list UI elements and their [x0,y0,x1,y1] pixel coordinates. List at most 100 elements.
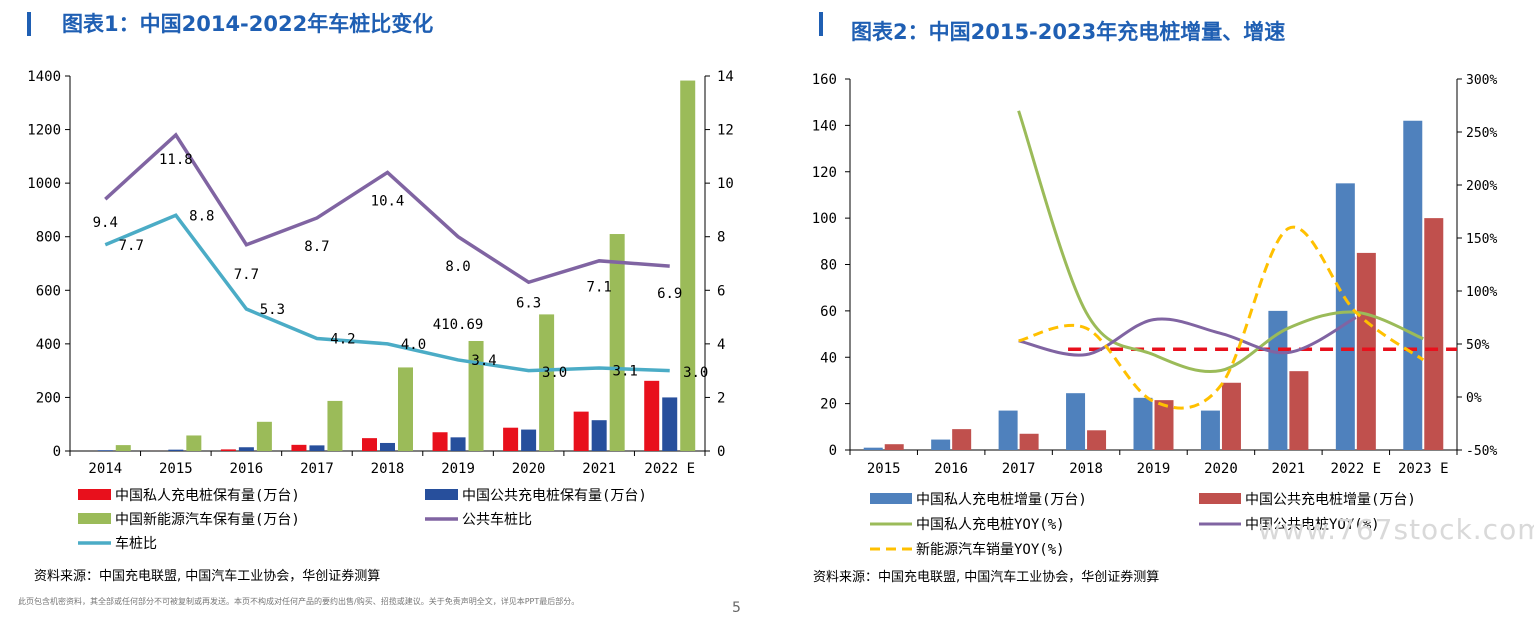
data-label: 7.7 [119,238,144,254]
bar [1289,371,1309,450]
right-chart-title: 图表2：中国2015-2023年充电桩增量、增速 [851,20,1286,44]
bar [398,367,413,451]
legend-swatch [1199,493,1241,504]
y2-tick-label: 2 [717,390,725,406]
watermark: www.767stock.com [1258,513,1534,546]
data-label: 4.2 [330,332,355,348]
bar [539,314,555,451]
bar [1087,430,1107,450]
x-tick-label: 2019 [1137,461,1171,477]
data-label: 3.0 [683,365,708,381]
data-label: 5.3 [260,302,285,318]
data-label: 8.7 [304,239,329,255]
legend-label: 中国公共电桩YOY(%) [1245,516,1380,533]
x-tick-label: 2017 [1002,461,1036,477]
right-chart-svg: 0 20 40 60 80 100 120 140 160 -50% 0% 50% 100% 150% 20… [812,72,1498,558]
data-label: 10.4 [371,194,405,210]
y2-tick-label: 200% [1466,179,1497,194]
bar [1200,410,1220,450]
bar [238,447,254,451]
legend-label: 中国私人充电桩增量(万台) [916,491,1087,508]
title-accent-bar [819,12,823,36]
bar [1221,382,1241,450]
bar [609,234,625,451]
bar [503,427,519,451]
x-tick-label: 2023 E [1398,461,1449,477]
y-tick-label: 120 [812,165,837,181]
x-tick-label: 2022 E [644,461,695,477]
y-tick-label: 140 [812,118,837,134]
data-label: 6.9 [657,286,682,302]
y-tick-label: 1000 [27,176,61,192]
bar [115,445,131,451]
left-chart-svg: 0 200 400 600 800 1000 1200 1400 0 2 4 6 8 10 12 14 2014… [27,69,734,552]
left-chart-title: 图表1：中国2014-2022年车桩比变化 [62,12,434,36]
bar [220,449,236,451]
x-tick-label: 2020 [512,461,546,477]
y2-tick-label: 6 [717,283,725,299]
y-tick-label: 400 [36,337,61,353]
y2-tick-label: 4 [717,337,725,353]
y2-tick-label: -50% [1466,444,1497,459]
bar [1335,183,1355,450]
legend-label: 中国公共充电桩保有量(万台) [462,487,647,504]
bar [644,380,660,451]
x-tick-label: 2016 [230,461,264,477]
bar [1154,400,1174,450]
x-tick-label: 2018 [371,461,405,477]
y2-tick-label: 14 [717,69,734,85]
y-tick-label: 160 [812,72,837,88]
y-tick-label: 0 [53,444,61,460]
legend-label: 车桩比 [115,535,157,552]
bar [432,432,448,451]
left-chart-panel: 图表1：中国2014-2022年车桩比变化 0 200 400 600 800 1000 1… [18,12,741,616]
y2-tick-label: 8 [717,230,725,246]
bar [662,397,678,451]
bar [884,444,904,450]
bar [952,429,972,450]
y-tick-label: 800 [36,230,61,246]
y2-tick-label: 300% [1466,73,1497,88]
data-label: 3.4 [471,353,496,369]
data-label: 7.7 [234,267,259,283]
x-tick-label: 2022 E [1331,461,1382,477]
x-tick-label: 2021 [582,461,616,477]
bar [256,421,272,451]
right-chart-source: 资料来源：中国充电联盟, 中国汽车工业协会，华创证券测算 [813,570,1160,585]
x-tick-label: 2019 [441,461,475,477]
bar [591,420,607,451]
data-label: 410.69 [433,317,484,333]
legend-label: 新能源汽车销量YOY(%) [916,541,1065,558]
y2-tick-label: 150% [1466,232,1497,247]
y-tick-label: 1200 [27,123,61,139]
bar [863,447,883,450]
series-line [104,132,670,285]
y-tick-label: 600 [36,283,61,299]
y2-tick-label: 0 [717,444,725,460]
legend-label: 中国私人充电桩YOY(%) [916,516,1065,533]
data-label: 8.0 [445,259,470,275]
data-label: 6.3 [516,295,541,311]
y2-tick-label: 0% [1466,391,1482,406]
data-label: 4.0 [401,337,426,353]
y-tick-label: 60 [820,304,837,320]
title-accent-bar [27,12,31,36]
data-label: 11.8 [159,152,193,168]
x-tick-label: 2021 [1272,461,1306,477]
data-label: 8.8 [189,208,214,224]
page-number: 5 [732,600,741,616]
legend-label: 公共车桩比 [462,511,532,528]
y-tick-label: 20 [820,397,837,413]
x-tick-label: 2015 [159,461,193,477]
data-label: 3.1 [613,364,638,380]
x-tick-label: 2017 [300,461,334,477]
bar [1403,120,1423,451]
bar [380,442,395,451]
legend-swatch [425,489,458,500]
y-tick-label: 200 [36,390,61,406]
bar [1356,252,1376,450]
bar [1066,393,1086,450]
bar [186,435,202,451]
y-tick-label: 40 [820,350,837,366]
series-line [1017,110,1424,373]
